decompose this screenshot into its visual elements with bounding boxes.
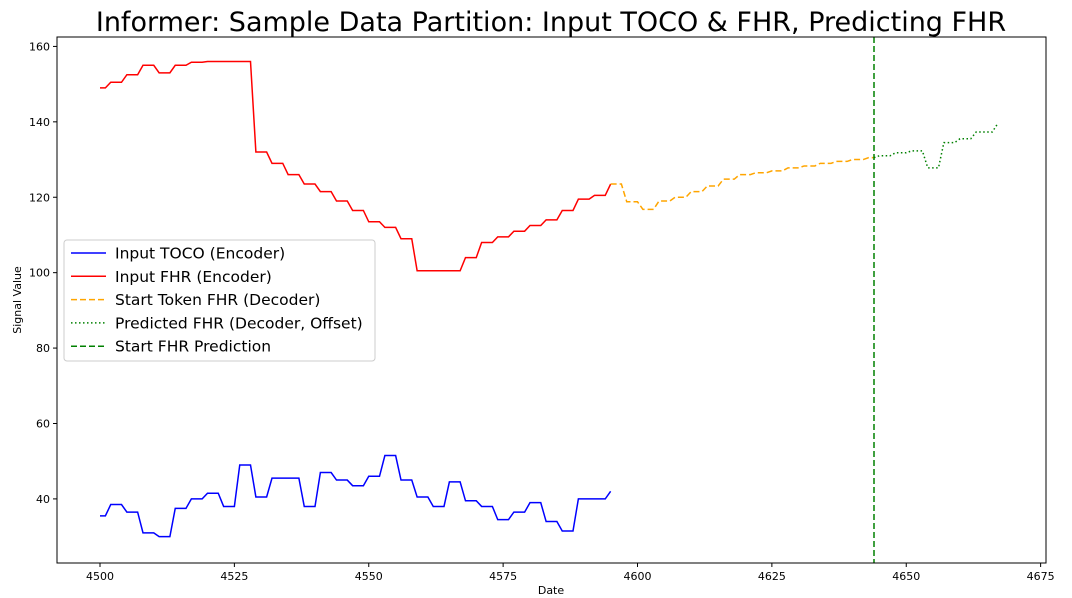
y-tick-label: 100 [29,267,50,280]
legend: Input TOCO (Encoder) Input FHR (Encoder) S… [63,239,376,362]
plot-area: 4500 4525 4550 4575 4600 4625 4650 4675 40 60 80 10… [29,36,1055,583]
legend-label: Predicted FHR (Decoder, Offset) [115,314,363,332]
x-tick-label: 4525 [220,570,248,583]
chart-title: Informer: Sample Data Partition: Input T… [96,7,1006,38]
x-tick-label: 4675 [1027,570,1055,583]
axes-frame [56,36,1047,564]
series-line-1 [100,454,612,538]
x-tick-label: 4575 [489,570,517,583]
series-line-2 [100,60,612,272]
legend-label: Input FHR (Encoder) [115,268,272,286]
x-tick-label: 4550 [355,570,383,583]
y-tick-label: 120 [29,191,50,204]
y-tick-label: 140 [29,116,50,129]
x-tick-label: 4625 [758,570,786,583]
x-axis-label: Date [538,584,565,597]
x-tick-label: 4600 [624,570,652,583]
x-tick-label: 4500 [86,570,114,583]
y-tick-label: 80 [36,342,50,355]
legend-box [63,239,376,362]
series-line-4 [873,123,999,169]
legend-label: Input TOCO (Encoder) [115,245,285,263]
legend-label: Start Token FHR (Decoder) [115,291,320,309]
legend-label: Start FHR Prediction [115,338,271,356]
y-tick-label: 40 [36,493,50,506]
y-tick-label: 160 [29,40,50,53]
x-tick-label: 4650 [892,570,920,583]
y-tick-label: 60 [36,417,50,430]
y-axis-label: Signal Value [11,266,24,334]
series-line-3 [610,156,874,211]
